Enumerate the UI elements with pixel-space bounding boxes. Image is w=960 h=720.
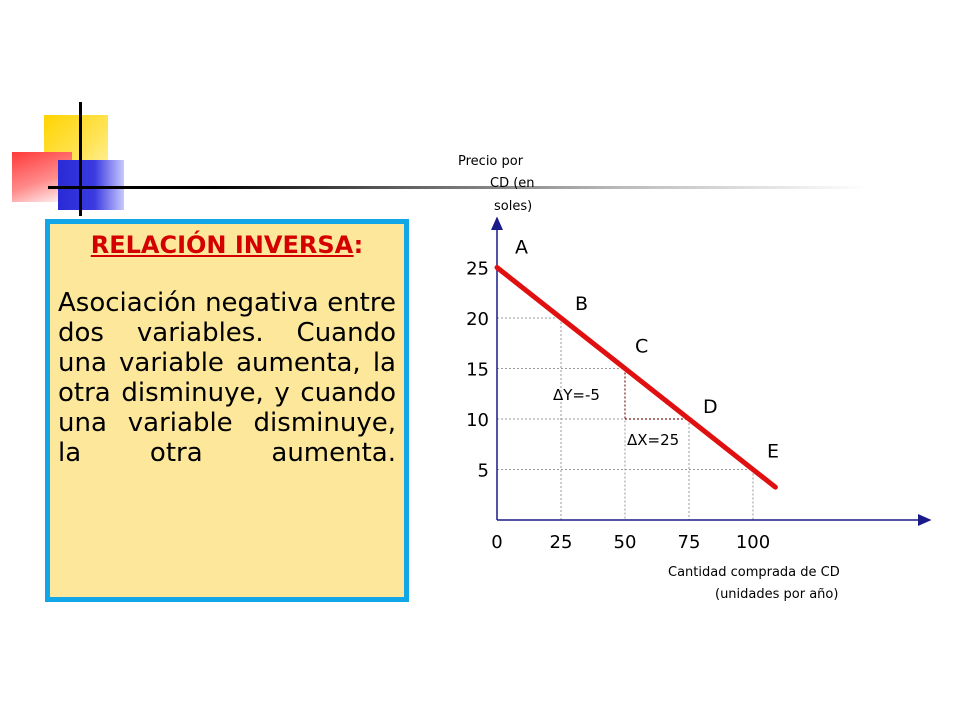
decor-vertical-line bbox=[79, 102, 82, 216]
decor-horizontal-line bbox=[48, 186, 868, 189]
y-tick-label: 15 bbox=[466, 360, 489, 381]
x-tick-label: 25 bbox=[550, 532, 573, 553]
x-tick-label: 0 bbox=[491, 532, 502, 553]
box-title-text: RELACIÓN INVERSA bbox=[90, 231, 354, 259]
series-line bbox=[494, 265, 778, 490]
delta-y-annotation: ΔY=-5 bbox=[553, 386, 600, 404]
y-axis-label: Precio por CD (en soles) bbox=[458, 154, 535, 214]
decor-blue-square bbox=[58, 160, 124, 210]
y-tick-label: 25 bbox=[466, 259, 489, 280]
y-tick-label: 20 bbox=[466, 309, 489, 330]
point-label-a: A bbox=[515, 237, 528, 259]
point-label-d: D bbox=[703, 396, 718, 418]
point-label-c: C bbox=[635, 336, 648, 358]
definition-box: RELACIÓN INVERSA: Asociación negativa en… bbox=[45, 219, 409, 602]
x-tick-label: 50 bbox=[614, 532, 637, 553]
delta-x-annotation: ΔX=25 bbox=[627, 431, 679, 449]
x-tick-label: 100 bbox=[736, 532, 770, 553]
box-title-suffix: : bbox=[353, 231, 364, 259]
x-tick-label: 75 bbox=[678, 532, 701, 553]
inverse-relationship-chart: 5 10 15 20 25 0 25 50 75 100 A B C D E Precio por CD (… bbox=[458, 154, 932, 602]
point-label-b: B bbox=[575, 293, 588, 315]
point-label-e: E bbox=[767, 441, 779, 463]
x-axis-label: Cantidad comprada de CD (unidades por año… bbox=[668, 565, 840, 602]
box-title: RELACIÓN INVERSA: bbox=[58, 230, 396, 260]
box-body: Asociación negativa entre dos variables.… bbox=[58, 288, 396, 468]
y-tick-label: 10 bbox=[466, 410, 489, 431]
y-tick-label: 5 bbox=[478, 461, 489, 482]
